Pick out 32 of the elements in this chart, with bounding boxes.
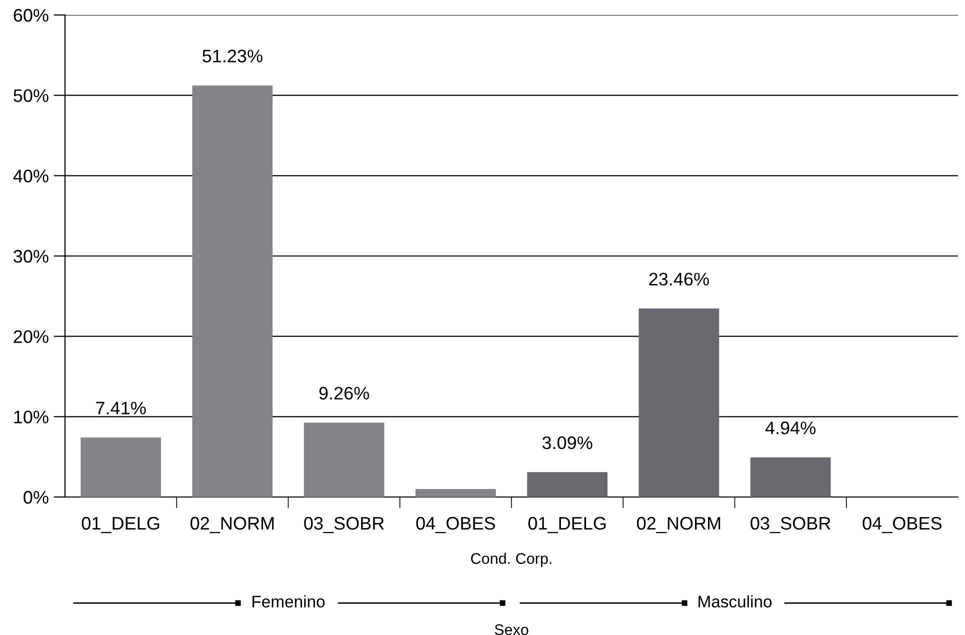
- text: Femenino: [252, 595, 325, 608]
- bar: [638, 308, 720, 497]
- bar: [192, 85, 273, 497]
- x-tick-label: 02_NORM: [190, 516, 274, 534]
- data-label: 23.46%: [649, 272, 709, 286]
- x-tick-label: 04_OBES: [862, 516, 942, 534]
- y-tick-label: 60%: [14, 8, 48, 22]
- bar: [416, 488, 496, 497]
- bar: [80, 437, 161, 497]
- bar: [304, 422, 384, 497]
- text: Masculino: [698, 595, 772, 608]
- y-tick-label: 50%: [14, 89, 48, 102]
- bar: [527, 472, 608, 497]
- data-label: 7.41%: [96, 402, 146, 414]
- x-tick-label: 01_DELG: [528, 516, 606, 534]
- y-tick-label: 20%: [14, 330, 48, 344]
- x-axis-title: Cond. Corp.: [471, 552, 552, 567]
- x-tick-label: 03_SOBR: [304, 516, 384, 534]
- bar: [750, 457, 831, 497]
- x-tick-label: 04_OBES: [416, 516, 496, 534]
- data-label: 4.94%: [765, 422, 816, 434]
- x-tick-label: 02_NORM: [637, 516, 720, 534]
- data-label: 9.26%: [319, 386, 370, 400]
- x-tick-label: 01_DELG: [82, 516, 160, 534]
- y-tick-label: 40%: [13, 170, 48, 182]
- y-tick-label: 10%: [14, 410, 48, 424]
- y-tick-label: 30%: [14, 250, 48, 263]
- text: Sexo: [494, 624, 528, 635]
- y-tick-label: 0%: [24, 490, 48, 504]
- x-tick-label: 03_SOBR: [750, 516, 830, 534]
- data-label: 51.23%: [202, 50, 262, 62]
- data-label: 3.09%: [542, 436, 592, 450]
